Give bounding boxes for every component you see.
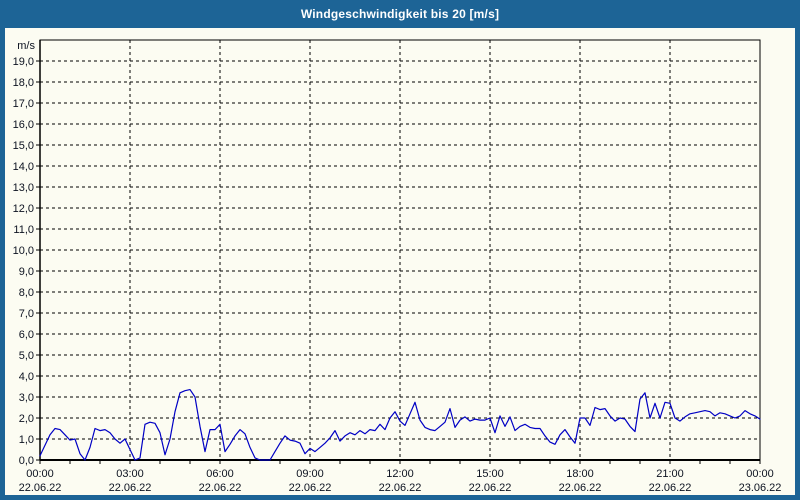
y-tick-label: 6,0 bbox=[19, 329, 34, 341]
title-bar: Windgeschwindigkeit bis 20 [m/s] bbox=[0, 0, 800, 28]
x-axis-labels: 00:00 22.06.22 03:00 22.06.22 06:00 22.06.22 0… bbox=[19, 468, 782, 494]
x-tick-time-label: 06:00 bbox=[206, 468, 234, 480]
y-tick-label: 17,0 bbox=[13, 98, 34, 110]
x-tick-time-label: 18:00 bbox=[566, 468, 594, 480]
x-tick-date-label: 23.06.22 bbox=[739, 482, 782, 494]
x-axis-ticks bbox=[39, 460, 761, 464]
y-tick-label: 12,0 bbox=[13, 203, 34, 215]
x-tick-time-label: 09:00 bbox=[296, 468, 324, 480]
x-tick-date-label: 22.06.22 bbox=[199, 482, 242, 494]
chart-background bbox=[5, 28, 795, 495]
y-tick-label: 16,0 bbox=[13, 119, 34, 131]
x-tick-date-label: 22.06.22 bbox=[379, 482, 422, 494]
y-tick-label: 2,0 bbox=[19, 413, 34, 425]
x-tick-time-label: 21:00 bbox=[656, 468, 684, 480]
y-tick-label: 4,0 bbox=[19, 371, 34, 383]
y-tick-label: 14,0 bbox=[13, 161, 34, 173]
y-tick-label: 1,0 bbox=[19, 434, 34, 446]
y-axis-unit-label: m/s bbox=[17, 40, 35, 52]
y-tick-label: 0,0 bbox=[19, 455, 34, 467]
y-tick-label: 18,0 bbox=[13, 77, 34, 89]
y-tick-label: 15,0 bbox=[13, 140, 34, 152]
wind-speed-line bbox=[39, 389, 761, 461]
y-tick-label: 5,0 bbox=[19, 350, 34, 362]
x-tick-date-label: 22.06.22 bbox=[559, 482, 602, 494]
window-title: Windgeschwindigkeit bis 20 [m/s] bbox=[300, 7, 500, 21]
y-tick-label: 19,0 bbox=[13, 56, 34, 68]
y-tick-label: 10,0 bbox=[13, 245, 34, 257]
x-tick-time-label: 00:00 bbox=[746, 468, 774, 480]
x-tick-time-label: 03:00 bbox=[116, 468, 144, 480]
y-tick-label: 9,0 bbox=[19, 266, 34, 278]
y-tick-label: 11,0 bbox=[13, 224, 34, 236]
x-tick-date-label: 22.06.22 bbox=[649, 482, 692, 494]
y-axis-labels: 0,0 1,0 2,0 3,0 4,0 5,0 6,0 7,0 8,0 9,0 10,0 11,0 12… bbox=[13, 40, 40, 467]
y-tick-label: 13,0 bbox=[13, 182, 34, 194]
y-tick-label: 8,0 bbox=[19, 287, 34, 299]
x-tick-time-label: 00:00 bbox=[26, 468, 54, 480]
y-tick-label: 7,0 bbox=[19, 308, 34, 320]
x-tick-date-label: 22.06.22 bbox=[289, 482, 332, 494]
y-tick-label: 3,0 bbox=[19, 392, 34, 404]
x-tick-date-label: 22.06.22 bbox=[19, 482, 62, 494]
x-tick-date-label: 22.06.22 bbox=[469, 482, 512, 494]
x-tick-date-label: 22.06.22 bbox=[109, 482, 152, 494]
vertical-gridlines bbox=[129, 40, 671, 460]
x-tick-time-label: 12:00 bbox=[386, 468, 414, 480]
x-tick-time-label: 15:00 bbox=[476, 468, 504, 480]
